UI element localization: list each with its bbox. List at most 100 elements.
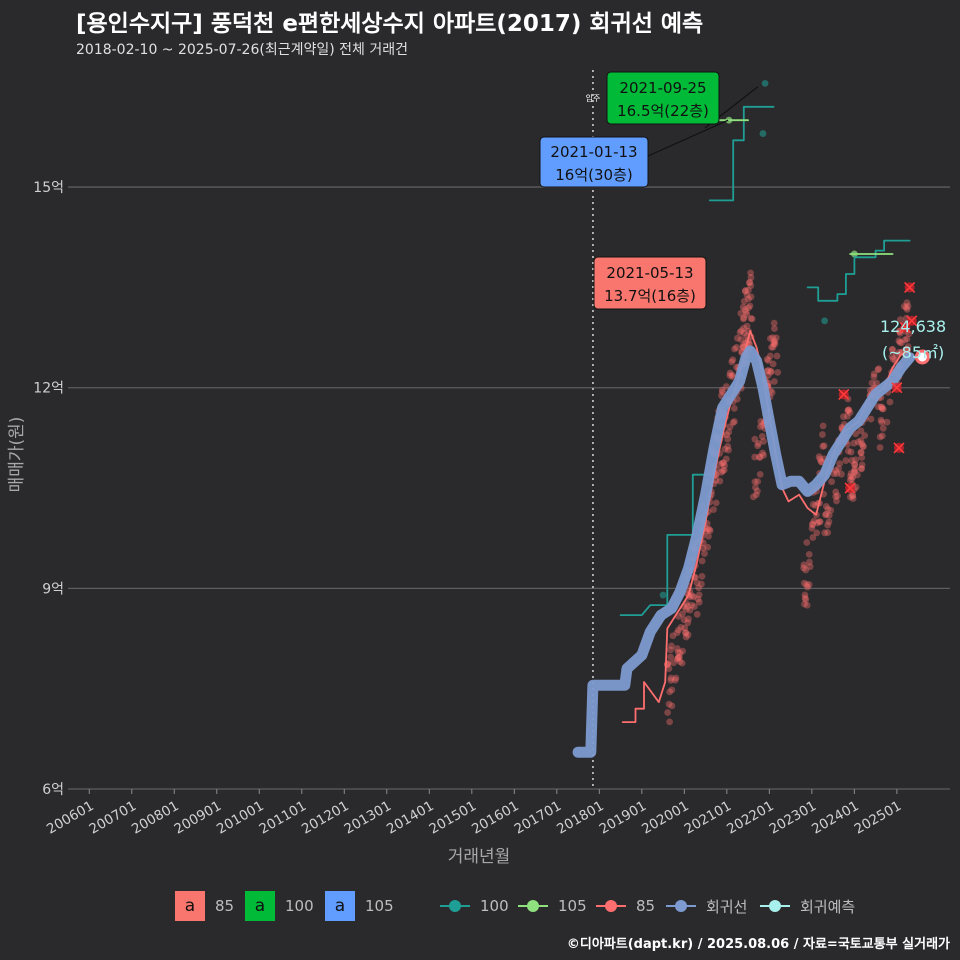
annotation-date: 2021-01-13: [550, 143, 637, 161]
scatter-point: [809, 534, 817, 541]
scatter-point: [755, 453, 763, 461]
scatter-point: [710, 506, 717, 513]
chart-title: [용인수지구] 풍덕천 e편한세상수지 아파트(2017) 회귀선 예측: [76, 11, 704, 37]
scatter-point: [747, 269, 754, 277]
legend-line-glyph: [596, 900, 626, 912]
scatter-point: [803, 581, 811, 589]
scatter-point: [805, 581, 813, 588]
scatter-point: [858, 440, 866, 448]
scatter-point: [682, 629, 690, 637]
scatter-point: [767, 368, 775, 376]
scatter-point: [746, 302, 754, 310]
scatter-point: [741, 306, 749, 313]
scatter-point: [757, 423, 764, 431]
scatter-point: [901, 336, 909, 344]
scatter-point: [903, 305, 911, 313]
scatter-point: [770, 319, 778, 327]
scatter-point: [684, 631, 692, 639]
scatter-point: [685, 615, 692, 623]
scatter-point: [815, 518, 823, 526]
annotation-box: [539, 136, 649, 188]
scatter-point: [678, 610, 686, 618]
scatter-point: [814, 519, 821, 527]
scatter-point: [764, 372, 772, 379]
scatter-point: [858, 461, 866, 469]
scatter-point: [667, 676, 675, 684]
scatter-point: [816, 518, 824, 526]
scatter-point: [695, 584, 703, 592]
scatter-point: [737, 336, 745, 343]
scatter-point: [725, 446, 732, 454]
scatter-point: [874, 366, 882, 374]
legend-line-forecast: 회귀예측: [760, 890, 855, 922]
scatter-point: [704, 525, 712, 533]
scatter-point: [822, 510, 830, 518]
forecast-point: [914, 349, 930, 365]
scatter-point: [745, 295, 752, 303]
scatter-point: [879, 424, 887, 432]
scatter-point: [827, 506, 835, 514]
scatter-point: [740, 329, 748, 337]
scatter-point: [808, 524, 816, 532]
scatter-point: [718, 468, 725, 476]
cross-marker: [844, 482, 856, 494]
x-tick-label: 201901: [597, 798, 650, 838]
scatter-point: [675, 626, 682, 634]
scatter-point: [804, 583, 811, 591]
scatter-point: [768, 343, 775, 351]
scatter-point: [719, 459, 726, 467]
scatter-point: [858, 454, 866, 461]
scatter-point: [704, 543, 712, 551]
regression-line: [572, 345, 916, 758]
scatter-point: [670, 659, 677, 667]
scatter-point: [813, 529, 821, 537]
scatter-point: [698, 572, 706, 580]
scatter-point: [744, 286, 752, 294]
scatter-point: [754, 478, 762, 485]
scatter-point: [883, 418, 891, 426]
scatter-point: [766, 335, 774, 342]
scatter-point: [684, 602, 692, 610]
scatter-point: [772, 334, 780, 342]
scatter-point: [844, 406, 852, 414]
scatter-point: [825, 518, 833, 526]
forecast-area-label: (~85㎡): [882, 343, 944, 362]
scatter-point: [877, 416, 885, 424]
scatter-point: [667, 653, 675, 661]
annotation-leader: [647, 119, 729, 157]
scatter-point: [724, 435, 732, 443]
annotation-2021-09-25: 2021-09-25 16.5억(22층): [606, 71, 759, 129]
scatter-point: [757, 418, 765, 425]
scatter-point: [665, 700, 673, 708]
scatter-point: [800, 561, 808, 569]
cross-marker-x: [893, 442, 905, 454]
x-tick-label: 202101: [682, 798, 735, 838]
scatter-point: [824, 529, 832, 536]
scatter-point: [853, 471, 861, 479]
legend-box-105: a 105: [325, 890, 394, 922]
scatter-point: [861, 432, 869, 439]
scatter-point-100: [759, 130, 767, 137]
scatter-point: [773, 352, 781, 360]
scatter-point: [873, 379, 880, 387]
scatter-point: [693, 579, 701, 587]
scatter-point: [739, 342, 747, 349]
scatter-point: [819, 422, 827, 430]
scatter-point: [717, 460, 724, 468]
cross-marker-x: [891, 382, 903, 394]
scatter-point: [720, 459, 727, 467]
x-tick-label: 202501: [852, 798, 905, 838]
x-tick-label: 200601: [44, 798, 97, 838]
scatter-point: [800, 579, 808, 587]
scatter-point: [764, 367, 772, 374]
scatter-point: [676, 658, 684, 665]
scatter-point: [763, 367, 771, 375]
legend-box-100: a 100: [245, 890, 314, 922]
scatter-point: [851, 467, 858, 475]
scatter-point: [848, 475, 856, 483]
legend-line-label: 105: [558, 897, 587, 915]
scatter-point: [774, 369, 782, 376]
scatter-point: [755, 439, 762, 447]
legend-line-label: 회귀예측: [800, 897, 856, 916]
legend-line-label: 85: [636, 897, 656, 915]
